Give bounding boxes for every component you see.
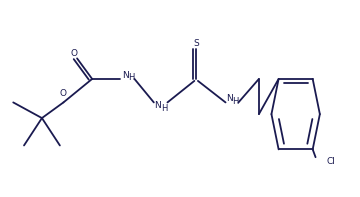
Text: N: N — [226, 94, 233, 103]
Text: Cl: Cl — [326, 157, 335, 166]
Text: H: H — [128, 73, 134, 83]
Text: S: S — [193, 39, 199, 48]
Text: O: O — [71, 49, 78, 58]
Text: H: H — [161, 104, 167, 113]
Text: H: H — [232, 97, 238, 106]
Text: N: N — [154, 101, 161, 111]
Text: N: N — [122, 71, 129, 80]
Text: O: O — [60, 89, 67, 98]
